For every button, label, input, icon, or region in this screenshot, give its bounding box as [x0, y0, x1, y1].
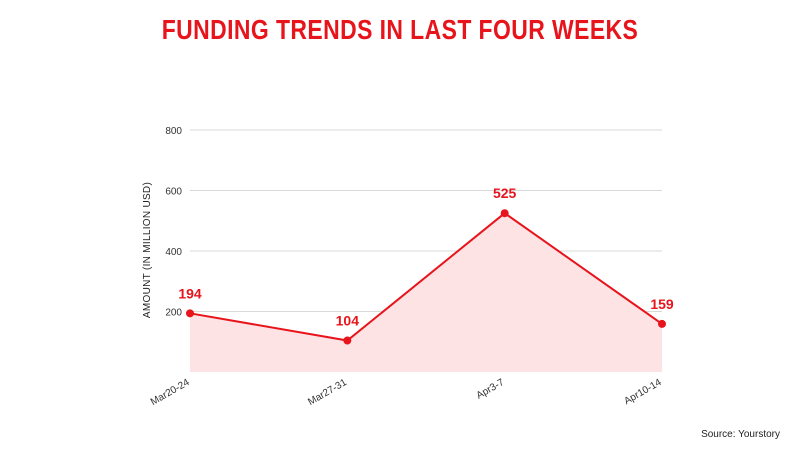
- x-tick-label: Apr3-7: [475, 377, 507, 402]
- data-points: [186, 209, 666, 345]
- area-fill-layer: [190, 213, 662, 372]
- data-label: 104: [336, 313, 360, 329]
- chart-title: FUNDING TRENDS IN LAST FOUR WEEKS: [161, 14, 639, 45]
- data-point: [343, 336, 352, 345]
- data-point: [658, 319, 666, 328]
- data-label: 159: [650, 296, 674, 312]
- x-tick-label: Mar27-31: [306, 377, 349, 408]
- y-tick-label: 800: [165, 126, 182, 137]
- y-tick-labels: 200 400 600 800: [165, 126, 182, 319]
- x-tick-label: Mar20-24: [149, 377, 192, 408]
- area-fill: [190, 213, 662, 372]
- x-tick-labels: Mar20-24 Mar27-31 Apr3-7 Apr10-14: [149, 377, 664, 408]
- y-tick-label: 200: [165, 308, 182, 319]
- y-tick-label: 400: [165, 247, 182, 258]
- data-label: 194: [178, 285, 202, 301]
- y-tick-label: 600: [165, 187, 182, 198]
- data-label: 525: [493, 185, 517, 201]
- data-point: [186, 309, 194, 318]
- data-point: [500, 209, 509, 218]
- series-line-layer: [189, 211, 663, 342]
- source-note: Source: Yourstory: [701, 429, 780, 440]
- data-labels: 194 104 525 159: [178, 185, 674, 328]
- x-tick-label: Apr10-14: [622, 377, 664, 407]
- series-line: [189, 211, 663, 342]
- y-axis-label: AMOUNT (IN MILLION USD): [142, 182, 153, 318]
